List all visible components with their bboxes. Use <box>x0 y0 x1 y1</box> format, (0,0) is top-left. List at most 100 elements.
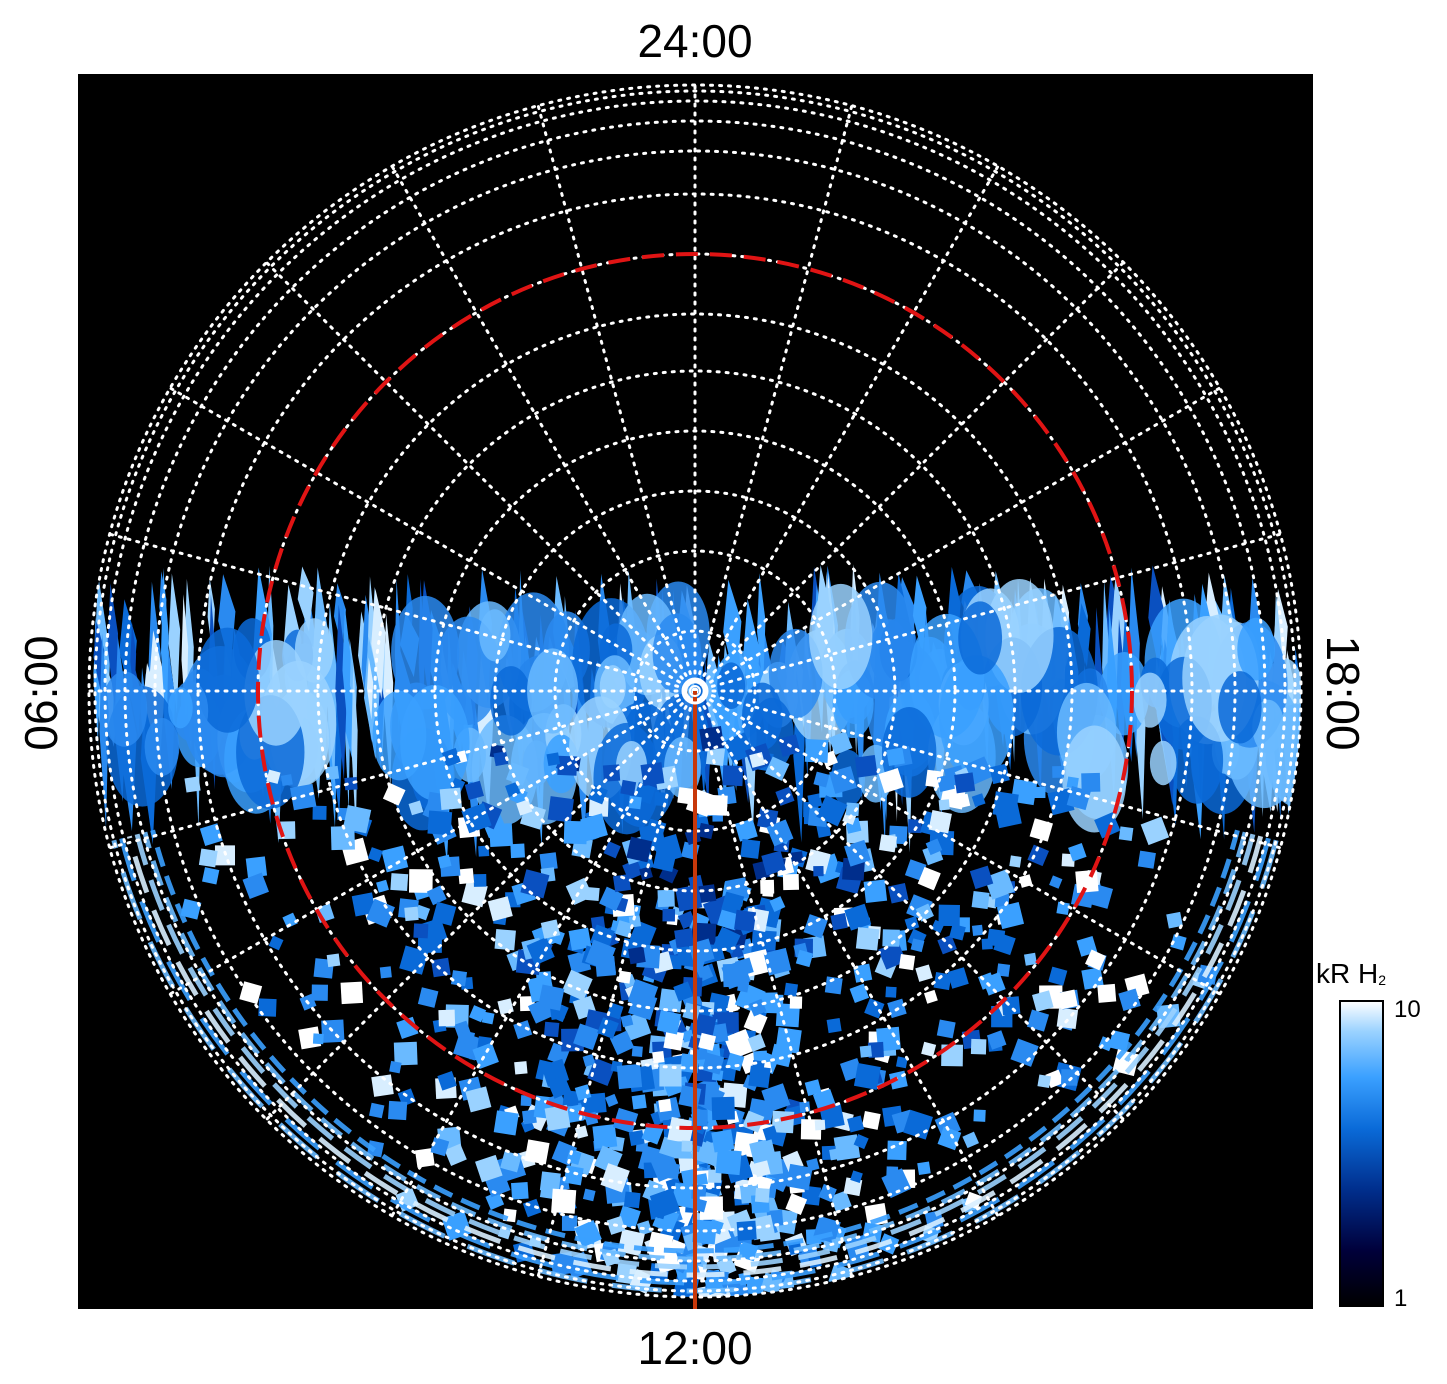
emission-pixel <box>312 1033 324 1045</box>
emission-pixel <box>202 867 220 885</box>
emission-pixel <box>547 796 574 823</box>
emission-pixel <box>538 984 565 1011</box>
emission-pixel <box>404 906 419 922</box>
emission-pixel <box>859 1045 873 1058</box>
emission-pixel <box>674 928 694 949</box>
emission-pixel <box>695 1173 709 1186</box>
emission-band-patch <box>717 662 746 709</box>
emission-pixel <box>389 1060 402 1074</box>
emission-pixel <box>675 884 703 912</box>
emission-pixel <box>239 981 263 1005</box>
local-time-label-dawn: 06:00 <box>15 635 67 751</box>
emission-pixel <box>431 957 451 978</box>
local-time-label-noon: 12:00 <box>637 1322 753 1374</box>
emission-pixel <box>458 868 475 885</box>
emission-pixel <box>715 1149 742 1176</box>
emission-pixel <box>861 1111 881 1130</box>
emission-pixel <box>1009 855 1022 868</box>
emission-pixel <box>722 963 747 988</box>
emission-pixel <box>681 1140 693 1152</box>
emission-pixel <box>1058 989 1078 1010</box>
emission-pixel <box>970 1038 987 1055</box>
emission-pixel <box>736 1220 757 1241</box>
emission-pixel <box>992 791 1019 818</box>
emission-pixel <box>714 997 727 1011</box>
emission-pixel <box>917 1161 931 1176</box>
emission-pixel <box>885 986 897 998</box>
emission-pixel <box>740 838 761 859</box>
emission-pixel <box>468 1005 487 1023</box>
auroral-emission-layer <box>93 564 1301 1297</box>
emission-pixel <box>184 776 201 793</box>
emission-pixel <box>954 772 976 794</box>
emission-pixel <box>510 1182 529 1200</box>
emission-band-patch <box>294 618 334 683</box>
emission-pixel <box>524 1139 550 1165</box>
emission-pixel <box>592 1124 618 1149</box>
emission-streak <box>342 606 351 735</box>
emission-pixel <box>438 1009 456 1027</box>
emission-pixel <box>408 869 433 893</box>
emission-pixel <box>596 956 617 976</box>
emission-pixel <box>280 774 293 787</box>
emission-pixel <box>678 1085 702 1109</box>
emission-pixel <box>887 1140 907 1161</box>
emission-band-patch <box>479 609 511 662</box>
emission-pixel <box>933 972 952 991</box>
local-time-label-midnight: 24:00 <box>637 15 753 67</box>
emission-pixel <box>879 834 898 853</box>
emission-band-patch <box>809 583 873 690</box>
colorbar-max-label: 10 <box>1394 996 1421 1023</box>
emission-band-patch <box>741 682 783 751</box>
emission-pixel <box>494 928 516 951</box>
emission-pixel <box>1137 850 1156 869</box>
emission-pixel <box>667 1116 695 1144</box>
emission-pixel <box>658 1098 672 1113</box>
emission-pixel <box>656 1010 682 1035</box>
emission-pixel <box>481 1011 495 1025</box>
emission-pixel <box>485 1191 505 1210</box>
emission-pixel <box>546 752 561 767</box>
emission-pixel <box>652 1050 665 1064</box>
emission-pixel <box>1097 983 1117 1003</box>
emission-pixel <box>626 836 653 863</box>
emission-streak <box>757 573 766 691</box>
emission-pixel <box>659 1064 682 1087</box>
emission-pixel <box>762 885 774 897</box>
emission-pixel <box>620 779 637 796</box>
emission-pixel <box>1118 826 1134 842</box>
emission-pixel <box>631 1045 643 1057</box>
emission-pixel <box>784 982 799 997</box>
emission-pixel <box>813 865 824 877</box>
emission-pixel <box>907 819 922 834</box>
emission-pixel <box>631 1094 647 1110</box>
emission-pixel <box>854 754 878 778</box>
emission-streak <box>99 633 109 830</box>
emission-band-patch <box>1218 671 1262 744</box>
emission-pixel <box>711 1129 735 1153</box>
emission-pixel <box>640 762 665 786</box>
emission-pixel <box>936 1019 956 1039</box>
emission-streak <box>297 566 314 632</box>
emission-pixel <box>904 859 927 881</box>
emission-streak <box>366 657 374 720</box>
emission-pixel <box>198 848 218 868</box>
polar-auroral-map <box>78 74 1313 1309</box>
emission-band-patch <box>1237 617 1275 681</box>
emission-pixel <box>312 805 327 820</box>
emission-pixel <box>973 1109 986 1122</box>
emission-pixel <box>427 791 442 806</box>
emission-band-patch <box>1149 740 1177 786</box>
emission-band-patch <box>144 718 180 776</box>
emission-pixel <box>514 1061 528 1075</box>
emission-pixel <box>390 873 409 891</box>
emission-pixel <box>1045 1069 1065 1089</box>
emission-pixel <box>245 856 268 878</box>
emission-band-patch <box>527 648 579 734</box>
local-time-label-dusk: 18:00 <box>1317 635 1369 751</box>
emission-pixel <box>368 1102 385 1119</box>
emission-pixel <box>551 1188 577 1214</box>
emission-pixel <box>699 725 725 752</box>
emission-pixel <box>711 1096 735 1121</box>
emission-pixel <box>510 843 525 859</box>
